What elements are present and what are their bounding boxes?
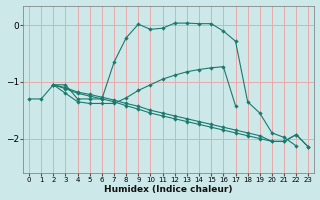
- X-axis label: Humidex (Indice chaleur): Humidex (Indice chaleur): [104, 185, 233, 194]
